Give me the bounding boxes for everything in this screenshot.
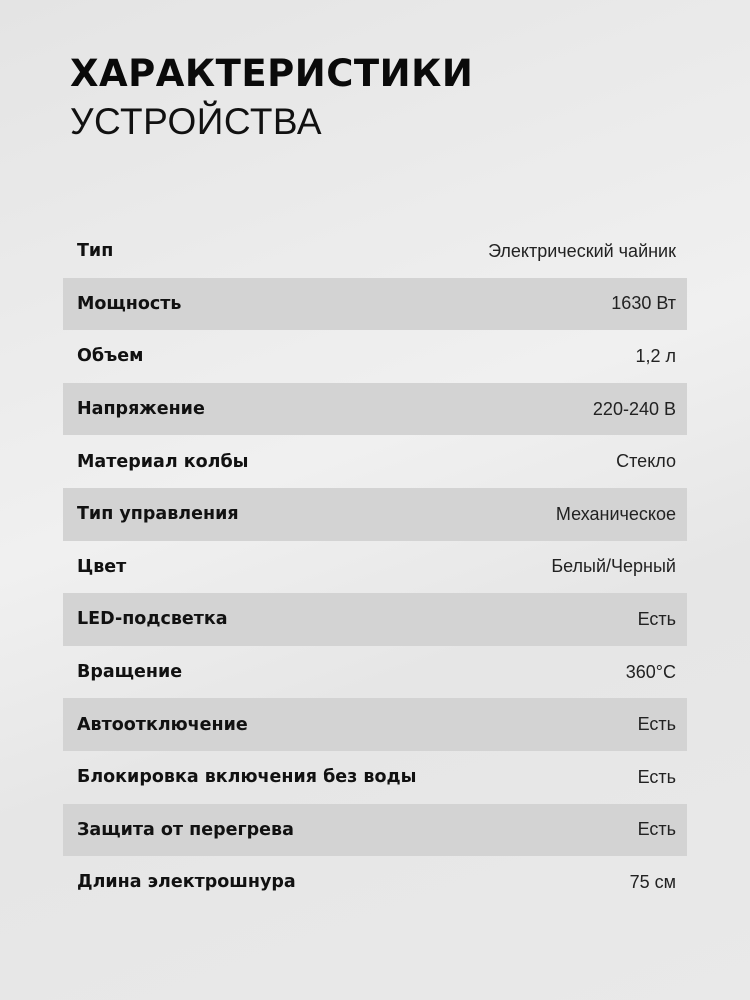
spec-row: Блокировка включения без воды Есть	[63, 751, 687, 804]
spec-label: Защита от перегрева	[77, 819, 294, 840]
title-line-2: УСТРОЙСТВА	[70, 101, 323, 142]
spec-value: Электрический чайник	[488, 240, 676, 261]
spec-row: LED-подсветка Есть	[63, 593, 687, 646]
spec-label: Автоотключение	[77, 714, 248, 735]
spec-label: Цвет	[77, 556, 127, 577]
spec-row: Вращение 360°C	[63, 646, 687, 699]
spec-value: 1,2 л	[635, 345, 676, 366]
spec-row: Напряжение 220-240 В	[63, 382, 687, 436]
spec-label: Длина электрошнура	[77, 872, 296, 893]
spec-value: Есть	[637, 714, 676, 735]
spec-label: Напряжение	[77, 399, 205, 420]
specs-table: Тип Электрический чайник Мощность 1630 Вт Об…	[63, 225, 687, 909]
spec-row: Материал колбы Стекло	[63, 435, 687, 488]
spec-label: Мощность	[77, 293, 182, 314]
spec-row: Длина электрошнура 75 см	[63, 856, 687, 909]
spec-label: Объем	[77, 346, 144, 367]
spec-value: Есть	[637, 608, 676, 629]
spec-value: Есть	[637, 819, 676, 840]
spec-row: Объем 1,2 л	[63, 330, 687, 383]
spec-label: Материал колбы	[77, 451, 249, 472]
spec-label: Вращение	[77, 662, 183, 683]
spec-value: 220-240 В	[592, 398, 676, 419]
spec-value: 1630 Вт	[611, 293, 676, 314]
spec-value: Механическое	[555, 503, 676, 524]
spec-row: Защита от перегрева Есть	[63, 803, 687, 857]
spec-value: 75 см	[629, 871, 676, 892]
page-title: ХАРАКТЕРИСТИКИ УСТРОЙСТВА	[70, 50, 473, 146]
spec-value: Есть	[637, 766, 676, 787]
spec-label: Тип управления	[77, 504, 239, 525]
spec-label: Тип	[77, 241, 114, 262]
spec-label: LED-подсветка	[77, 609, 228, 630]
spec-row: Мощность 1630 Вт	[63, 277, 687, 331]
title-line-1: ХАРАКТЕРИСТИКИ	[70, 52, 474, 95]
spec-row: Тип Электрический чайник	[63, 225, 687, 278]
spec-row: Цвет Белый/Черный	[63, 541, 687, 594]
spec-value: 360°C	[625, 661, 676, 682]
spec-label: Блокировка включения без воды	[77, 767, 417, 788]
spec-value: Белый/Черный	[551, 556, 676, 577]
spec-row: Тип управления Механическое	[63, 487, 687, 541]
spec-row: Автоотключение Есть	[63, 698, 687, 751]
spec-value: Стекло	[616, 451, 676, 472]
